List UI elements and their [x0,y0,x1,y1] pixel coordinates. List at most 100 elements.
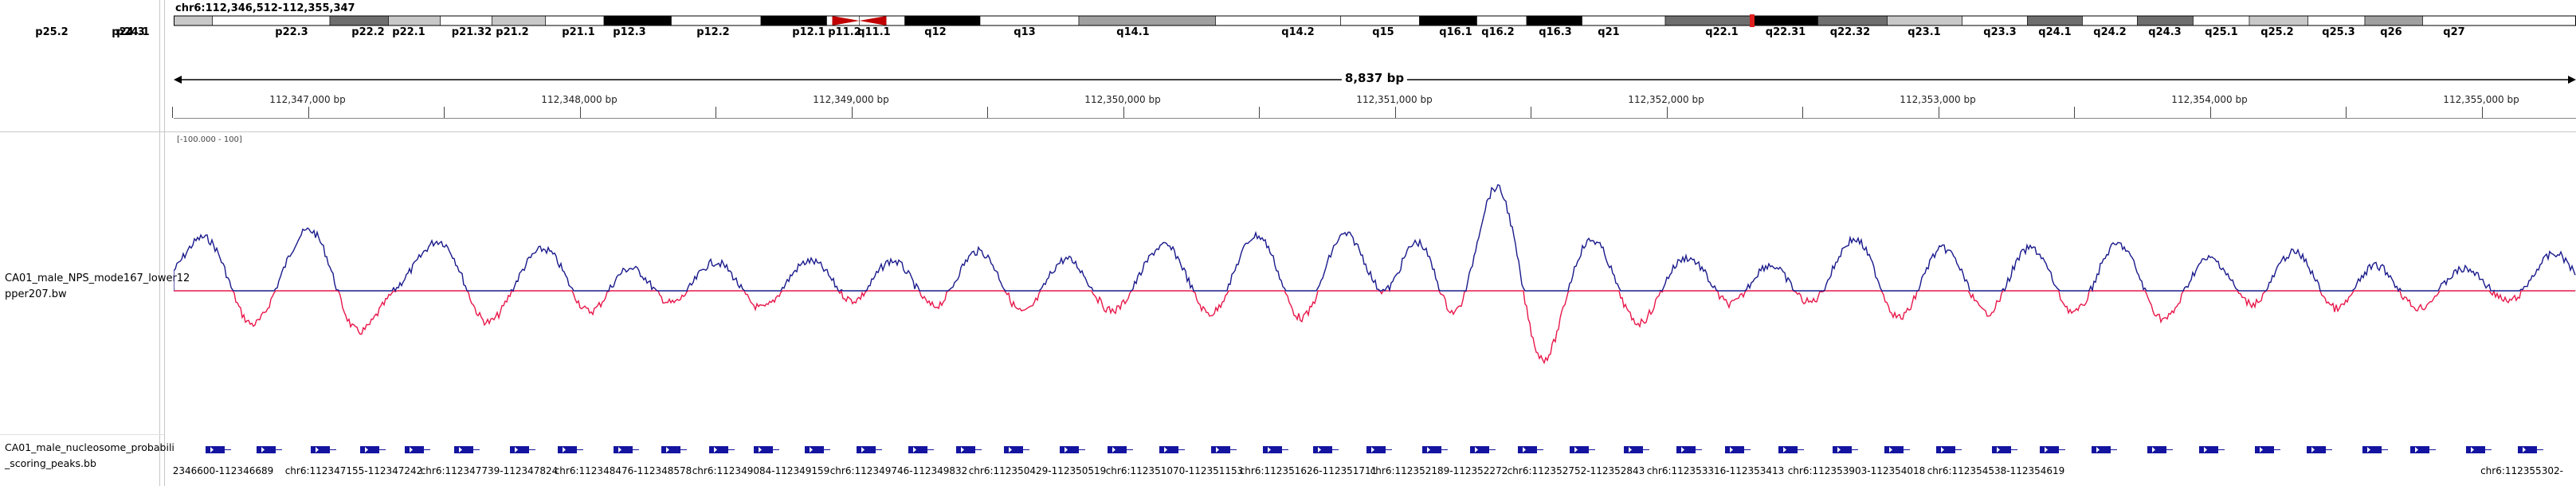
signal-track-plot[interactable] [174,143,2576,406]
ideogram-band[interactable] [1887,15,1962,26]
ideogram-band[interactable] [1817,15,1888,26]
peak-feature[interactable] [2255,446,2280,453]
ideogram-band[interactable] [2307,15,2366,26]
peaks-track-name[interactable]: CA01_male_nucleosome_probabili _scoring_… [5,441,174,469]
peak-feature[interactable] [510,446,535,453]
panel-divider[interactable] [164,0,165,486]
peak-feature[interactable] [1263,446,1288,453]
peak-feature[interactable] [2307,446,2332,453]
peak-feature[interactable] [1470,446,1496,453]
peak-feature[interactable] [1833,446,1858,453]
peak-feature[interactable] [1778,446,1804,453]
peak-feature[interactable] [2199,446,2225,453]
peak-label: chr6:112347155-112347242 [284,465,423,476]
ideogram-band[interactable] [440,15,492,26]
peak-feature[interactable] [1004,446,1029,453]
peak-feature[interactable] [1313,446,1339,453]
ideogram-band[interactable] [388,15,441,26]
peak-feature[interactable] [1108,446,1133,453]
peak-feature[interactable] [857,446,882,453]
peak-feature[interactable] [1366,446,1392,453]
ideogram-band[interactable] [1215,15,1341,26]
ideogram-band[interactable] [2422,15,2576,26]
ideogram-band[interactable] [979,15,1080,26]
ideogram-band[interactable] [1664,15,1755,26]
ideogram-band[interactable] [1476,15,1527,26]
band-label: p22.3 [275,26,308,38]
peak-feature[interactable] [956,446,982,453]
ideogram-band[interactable] [2364,15,2423,26]
ideogram-band[interactable] [545,15,605,26]
peak-feature[interactable] [1936,446,1962,453]
band-label: q22.32 [1829,26,1871,38]
peak-feature[interactable] [2147,446,2173,453]
peak-feature[interactable] [709,446,735,453]
peak-feature[interactable] [206,446,231,453]
band-label: p21.2 [496,26,529,38]
ideogram-band[interactable] [1526,15,1582,26]
peak-feature[interactable] [908,446,934,453]
peak-feature[interactable] [1518,446,1543,453]
ideogram-band[interactable] [1582,15,1666,26]
ideogram-band[interactable] [1419,15,1477,26]
peak-feature[interactable] [311,446,336,453]
ideogram-band[interactable] [2249,15,2308,26]
peak-feature[interactable] [2092,446,2117,453]
band-label: q26 [2380,26,2402,38]
peak-feature[interactable] [1725,446,1751,453]
ideogram-band[interactable] [2137,15,2194,26]
ideogram-band[interactable] [603,15,672,26]
ruler-tick [987,107,988,118]
peak-feature[interactable] [1422,446,1448,453]
peak-feature[interactable] [1884,446,1910,453]
band-label: q24.1 [2038,26,2072,38]
ideogram-band[interactable] [2193,15,2250,26]
peak-feature[interactable] [558,446,583,453]
ideogram-band[interactable] [1078,15,1216,26]
peaks-track-features[interactable] [174,438,2576,462]
ideogram-band[interactable] [904,15,981,26]
ideogram-band[interactable] [1962,15,2028,26]
peak-feature[interactable] [2518,446,2543,453]
ideogram-band[interactable] [760,15,827,26]
peak-feature[interactable] [614,446,639,453]
peak-feature[interactable] [1570,446,1595,453]
ideogram-band[interactable] [492,15,546,26]
ideogram-band[interactable] [1340,15,1420,26]
chromosome-ideogram[interactable] [174,14,2576,27]
peak-feature[interactable] [1060,446,1085,453]
ideogram-band[interactable] [2027,15,2083,26]
peak-feature[interactable] [454,446,480,453]
signal-track-name[interactable]: CA01_male_NPS_mode167_lower12 pper207.bw [5,272,190,300]
ruler-tick-label: 112,348,000 bp [541,94,618,105]
ideogram-band[interactable] [671,15,762,26]
ruler-tick [852,107,853,118]
peak-feature[interactable] [2410,446,2436,453]
peak-feature[interactable] [257,446,282,453]
locus-label: chr6:112,346,512-112,355,347 [175,2,355,14]
peak-label: chr6:112350429-112350519 [968,465,1107,476]
ruler-tick [1667,107,1668,118]
peak-feature[interactable] [754,446,779,453]
peak-feature[interactable] [661,446,687,453]
ruler-tick [1259,107,1260,118]
peak-feature[interactable] [1992,446,2017,453]
peak-feature[interactable] [405,446,430,453]
peak-feature[interactable] [2040,446,2065,453]
peak-feature[interactable] [2362,446,2388,453]
peak-feature[interactable] [2466,446,2492,453]
ideogram-band[interactable] [2082,15,2138,26]
peak-label: chr6:112353903-112354018 [1787,465,1926,476]
peak-feature[interactable] [1159,446,1185,453]
ideogram-band[interactable] [212,15,331,26]
peak-feature[interactable] [360,446,386,453]
band-label: q16.1 [1439,26,1472,38]
ideogram-band[interactable] [1753,15,1818,26]
peak-feature[interactable] [805,446,830,453]
peak-feature[interactable] [1624,446,1649,453]
ideogram-band[interactable] [329,15,389,26]
peak-feature[interactable] [1211,446,1237,453]
peak-feature[interactable] [1676,446,1702,453]
band-label: q23.3 [1983,26,2017,38]
ideogram-band[interactable] [174,15,213,26]
